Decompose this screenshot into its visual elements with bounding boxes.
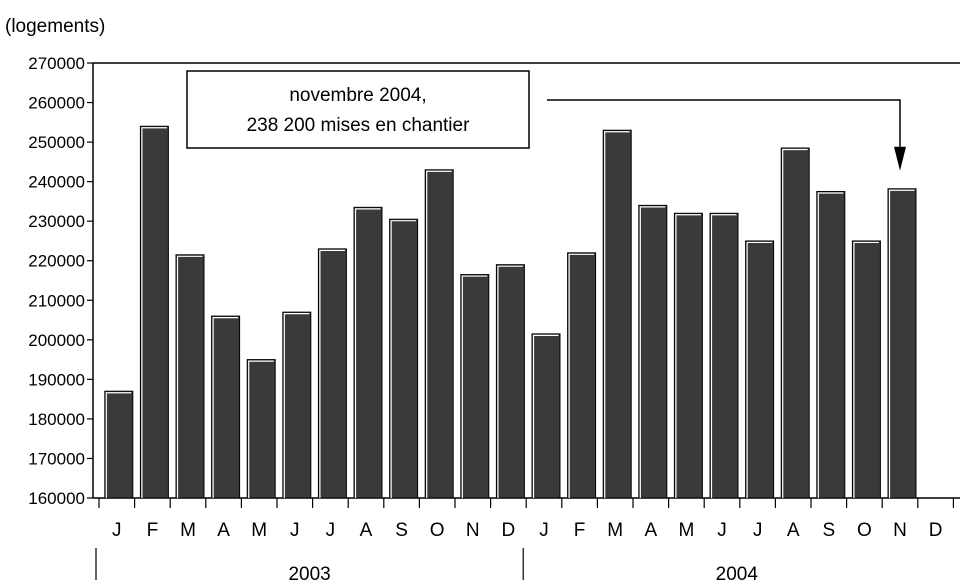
year-label: 2003 xyxy=(288,564,330,582)
bar xyxy=(424,169,454,499)
bar-highlight xyxy=(176,255,203,498)
bar-highlight xyxy=(817,192,844,498)
bar-highlight xyxy=(604,131,630,498)
y-tick-label: 190000 xyxy=(28,370,85,389)
annotation-line-2: 238 200 mises en chantier xyxy=(247,115,471,136)
x-tick-label: D xyxy=(502,520,516,541)
annotation-arrow-line xyxy=(547,99,901,159)
bar-highlight xyxy=(354,208,381,498)
annotation-line-1: novembre 2004, xyxy=(289,85,426,106)
x-tick-label: S xyxy=(395,520,408,541)
bar xyxy=(567,252,597,499)
x-tick-label: M xyxy=(180,520,196,541)
x-tick-label: D xyxy=(929,520,943,541)
bar xyxy=(709,212,739,499)
y-axis-ticks: 160000 170000 180000 190000 200000 210000 2200… xyxy=(28,54,93,508)
bar-highlight xyxy=(497,265,523,498)
annotation-arrow-head xyxy=(894,146,906,171)
bar-highlight xyxy=(141,127,167,498)
x-tick-label: A xyxy=(787,520,800,541)
year-label: 2004 xyxy=(716,564,759,582)
bar-highlight xyxy=(782,148,808,498)
bar-highlight xyxy=(710,214,737,498)
bar-highlight xyxy=(746,241,773,498)
bar-highlight xyxy=(461,275,488,498)
bar xyxy=(353,206,383,499)
y-tick-label: 220000 xyxy=(28,252,85,271)
bar xyxy=(531,333,561,499)
year-groups: 2003 2004 xyxy=(95,548,759,582)
bar-highlight xyxy=(283,313,310,498)
y-tick-label: 210000 xyxy=(28,291,85,310)
bar-highlight xyxy=(426,170,452,498)
x-tick-label: J xyxy=(290,520,300,541)
bar xyxy=(460,274,490,499)
y-tick-label: 180000 xyxy=(28,410,85,429)
y-tick-label: 260000 xyxy=(28,94,85,113)
bar xyxy=(602,129,632,499)
bar-highlight xyxy=(532,334,559,498)
bar xyxy=(104,390,134,499)
bar xyxy=(851,240,881,499)
x-tick-label: A xyxy=(360,520,373,541)
bar xyxy=(389,218,419,499)
bar xyxy=(175,254,205,499)
y-tick-label: 170000 xyxy=(28,449,85,468)
bar-highlight xyxy=(853,241,879,498)
x-tick-label: M xyxy=(607,520,623,541)
x-tick-label: F xyxy=(574,520,586,541)
x-tick-label: M xyxy=(251,520,267,541)
bars xyxy=(104,125,917,499)
bar xyxy=(246,359,276,499)
x-tick-label: J xyxy=(753,520,763,541)
x-tick-label: A xyxy=(644,520,657,541)
bar xyxy=(282,311,312,499)
bar-highlight xyxy=(675,214,701,498)
bar-highlight xyxy=(390,220,417,498)
bar xyxy=(816,191,846,499)
x-tick-label: N xyxy=(893,520,907,541)
x-tick-label: J xyxy=(539,520,549,541)
bar xyxy=(211,315,241,499)
bar xyxy=(780,147,810,499)
bar xyxy=(139,125,169,499)
x-tick-label: J xyxy=(717,520,727,541)
bar xyxy=(317,248,347,499)
bar xyxy=(745,240,775,499)
x-tick-label: M xyxy=(678,520,694,541)
bar xyxy=(495,264,525,499)
bar-highlight xyxy=(212,316,239,498)
x-tick-label: J xyxy=(112,520,122,541)
bar-highlight xyxy=(888,189,915,498)
x-tick-label: O xyxy=(430,520,445,541)
x-tick-label: A xyxy=(217,520,230,541)
bar-highlight xyxy=(568,253,595,498)
bar xyxy=(887,188,917,499)
bar-highlight xyxy=(639,206,666,498)
x-tick-label: J xyxy=(326,520,336,541)
bar-highlight xyxy=(105,392,132,498)
annotation-box xyxy=(186,70,530,149)
y-tick-label: 230000 xyxy=(28,212,85,231)
y-tick-label: 270000 xyxy=(28,54,85,73)
x-tick-label: O xyxy=(857,520,872,541)
bar xyxy=(638,204,668,499)
y-tick-label: 200000 xyxy=(28,331,85,350)
x-tick-label: N xyxy=(466,520,480,541)
y-tick-label: 240000 xyxy=(28,173,85,192)
bar-highlight xyxy=(319,249,345,498)
x-tick-label: F xyxy=(147,520,159,541)
x-tick-label: S xyxy=(822,520,835,541)
y-unit-label: (logements) xyxy=(5,16,106,37)
annotation: novembre 2004, 238 200 mises en chantier xyxy=(186,70,906,171)
y-tick-label: 250000 xyxy=(28,133,85,152)
bar xyxy=(673,212,703,499)
y-tick-label: 160000 xyxy=(28,489,85,508)
bar-highlight xyxy=(248,360,274,498)
